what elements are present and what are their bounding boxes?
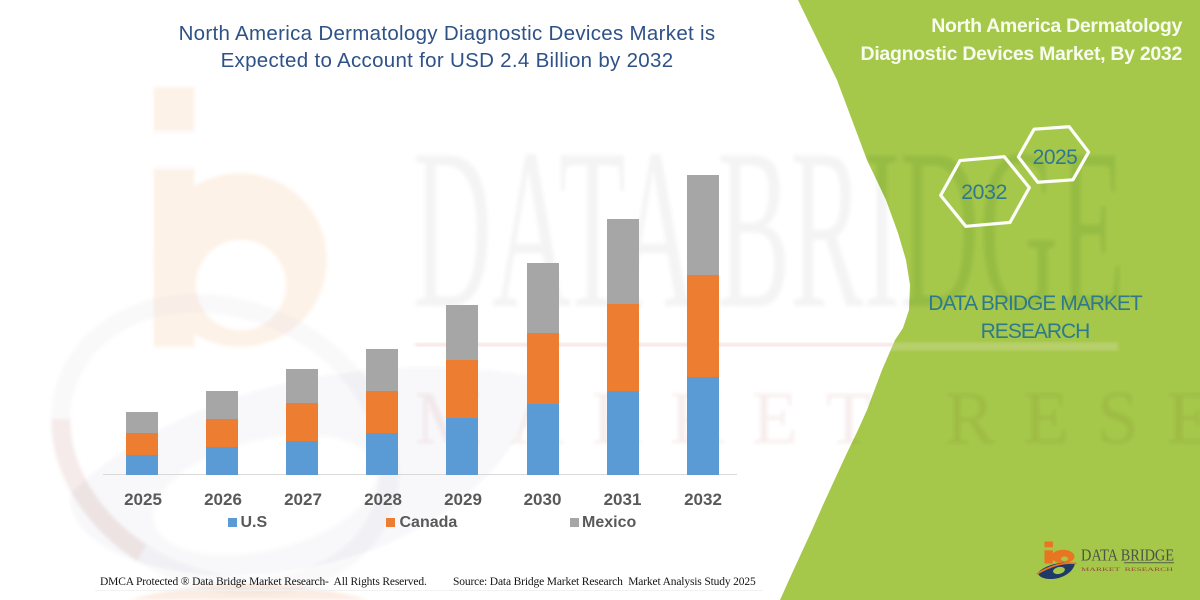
svg-text:DATA BRIDGE: DATA BRIDGE — [413, 101, 1125, 356]
svg-text:MARKET RESEARCH: MARKET RESEARCH — [415, 377, 1200, 460]
svg-text:MARKET RESEARCH: MARKET RESEARCH — [1081, 568, 1174, 573]
svg-text:DATA BRIDGE: DATA BRIDGE — [1081, 546, 1174, 565]
